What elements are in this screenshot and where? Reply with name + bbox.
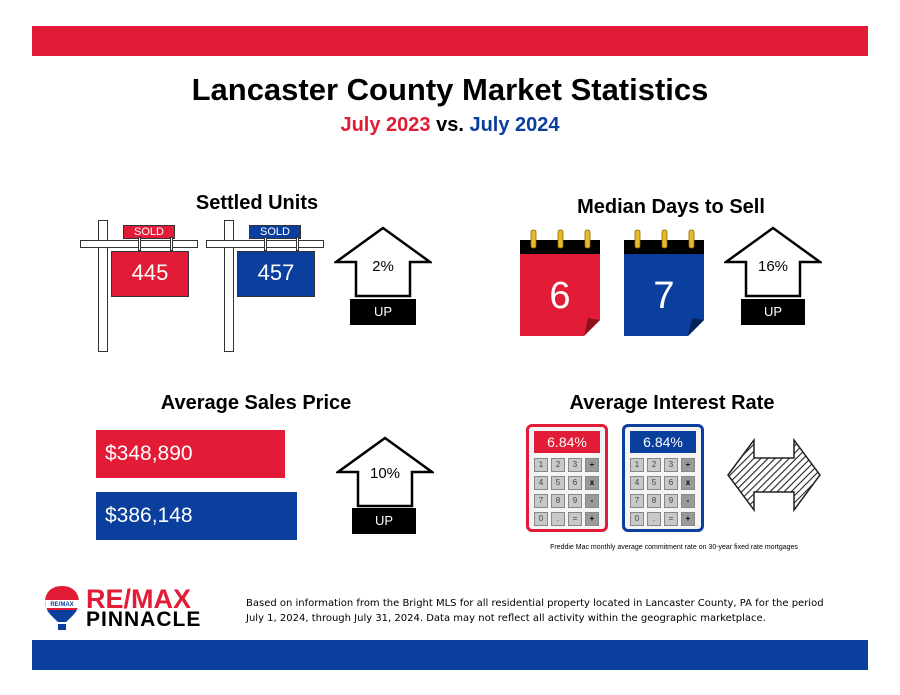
arrow-up-icon [336,436,434,508]
subtitle-year-2024: July 2024 [469,114,560,136]
calculator-key: x [681,476,695,490]
avg-sales-price-2023-bar: $348,890 [96,430,285,478]
interest-rate-2024-value: 6.84% [630,431,696,453]
calculator-key: 1 [630,458,644,472]
median-days-direction: UP [741,299,805,325]
hot-air-balloon-icon: RE/MAX [45,586,79,630]
calculator-key: 0 [630,512,644,526]
calculator-key: 8 [647,494,661,508]
settled-units-change: 2% [372,258,394,275]
calculator-key: 6 [568,476,582,490]
calculator-key: . [647,512,661,526]
interest-rate-2023-value: 6.84% [534,431,600,453]
calculator-key: 7 [534,494,548,508]
calculator-key: 2 [647,458,661,472]
calculator-key: - [585,494,599,508]
sold-sign-2023: SOLD 445 [80,220,200,355]
calculator-key: 3 [568,458,582,472]
calculator-key: 1 [534,458,548,472]
calculator-icon: 6.84% 1 2 3 ÷ 4 5 6 x 7 8 9- 0. = + [622,424,704,532]
calculator-key: 9 [664,494,678,508]
sold-sign-2024: SOLD 457 [206,220,326,355]
arrow-up-icon [334,226,432,298]
avg-sales-price-change: 10% [369,465,401,482]
avg-sales-price-2024-value: $386,148 [105,504,193,527]
calculator-key: ÷ [681,458,695,472]
subtitle-vs: vs. [436,114,464,136]
calculator-icon: 6.84% 1 2 3 ÷ 4 5 6 x 7 8 9- 0. = + [526,424,608,532]
calendar-icon [624,229,704,336]
bottom-banner-bar [32,640,868,670]
page-title: Lancaster County Market Statistics [191,72,709,107]
avg-sales-price-direction: UP [352,508,416,534]
median-days-2023-value: 6 [549,275,571,317]
balloon-label: RE/MAX [50,602,73,608]
calculator-key: - [681,494,695,508]
arrow-up-icon [724,226,822,298]
calendar-icon [520,229,600,336]
calculator-key: = [664,512,678,526]
disclaimer-line-2: July 1, 2024, through July 31, 2024. Dat… [246,613,766,624]
avg-interest-rate-title: Average Interest Rate [569,392,775,414]
settled-units-2023-value: 445 [111,251,189,297]
logo-pinnacle: PINNACLE [86,608,202,631]
subtitle-year-2023: July 2023 [340,114,431,136]
calculator-key: 9 [568,494,582,508]
logo-remax: RE/MAX [86,584,192,614]
top-banner-bar [32,26,868,56]
sold-plate-2023: SOLD [123,225,175,239]
sold-plate-2024: SOLD [249,225,301,239]
calculator-key: = [568,512,582,526]
interest-rate-footnote: Freddie Mac monthly average commitment r… [550,544,798,551]
calculator-key: 7 [630,494,644,508]
calculator-key: 8 [551,494,565,508]
settled-units-title: Settled Units [195,192,319,214]
disclaimer: Based on information from the Bright MLS… [246,596,836,626]
settled-units-direction: UP [350,299,416,325]
calculator-key: ÷ [585,458,599,472]
calculator-key: 4 [534,476,548,490]
calculator-key: 5 [647,476,661,490]
avg-sales-price-2023-value: $348,890 [105,442,193,465]
page-subtitle: July 2023 vs. July 2024 [0,114,900,137]
settled-units-2024-value: 457 [237,251,315,297]
calculator-key: 5 [551,476,565,490]
median-days-change: 16% [757,258,789,275]
median-days-title: Median Days to Sell [577,196,765,218]
calculator-key: x [585,476,599,490]
calculator-key: 6 [664,476,678,490]
avg-sales-price-2024-bar: $386,148 [96,492,297,540]
calculator-key: 3 [664,458,678,472]
calculator-key: 0 [534,512,548,526]
calculator-key: 4 [630,476,644,490]
avg-sales-price-title: Average Sales Price [160,392,352,414]
calculator-key: . [551,512,565,526]
double-arrow-icon [727,437,821,513]
calculator-key: 2 [551,458,565,472]
disclaimer-line-1: Based on information from the Bright MLS… [246,598,824,609]
calculator-key: + [585,512,599,526]
calculator-key: + [681,512,695,526]
median-days-2024-value: 7 [653,275,675,317]
